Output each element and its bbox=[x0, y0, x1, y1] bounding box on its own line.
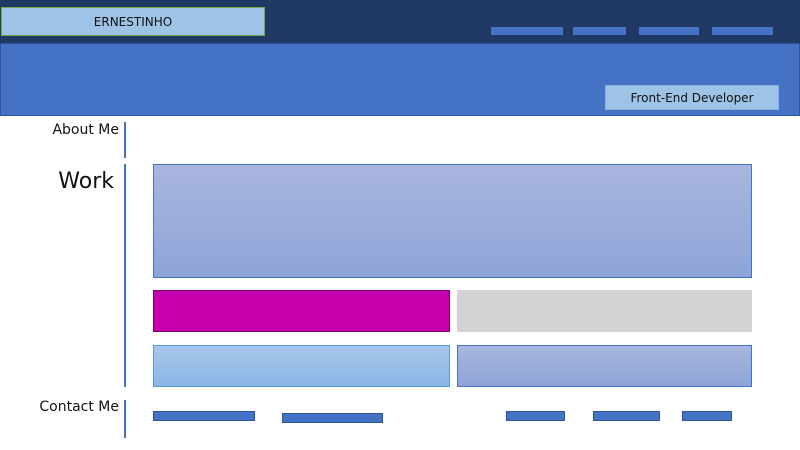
contact-link-5[interactable] bbox=[682, 411, 732, 421]
top-navbar: ERNESTINHO bbox=[0, 0, 800, 43]
role-badge: Front-End Developer bbox=[605, 85, 779, 110]
nav-link-3[interactable] bbox=[639, 27, 699, 35]
featured-work-tile[interactable] bbox=[153, 164, 752, 278]
logo[interactable]: ERNESTINHO bbox=[1, 7, 265, 36]
about-me-label: About Me bbox=[52, 122, 119, 138]
about-divider bbox=[124, 122, 126, 158]
role-text: Front-End Developer bbox=[630, 90, 754, 105]
hero-banner bbox=[0, 43, 800, 116]
contact-link-4[interactable] bbox=[593, 411, 660, 421]
nav-link-1[interactable] bbox=[491, 27, 563, 35]
contact-me-label: Contact Me bbox=[39, 399, 119, 415]
work-label: Work bbox=[58, 169, 114, 194]
nav-link-2[interactable] bbox=[573, 27, 626, 35]
work-divider bbox=[124, 164, 126, 387]
work-tile-magenta[interactable] bbox=[153, 290, 450, 332]
work-tile-periwinkle[interactable] bbox=[457, 345, 752, 387]
logo-text: ERNESTINHO bbox=[93, 14, 173, 29]
contact-link-3[interactable] bbox=[506, 411, 565, 421]
nav-link-4[interactable] bbox=[712, 27, 773, 35]
work-tile-lightblue[interactable] bbox=[153, 345, 450, 387]
contact-divider bbox=[124, 400, 126, 438]
work-tile-grey[interactable] bbox=[457, 290, 752, 332]
contact-link-1[interactable] bbox=[153, 411, 255, 421]
contact-link-2[interactable] bbox=[282, 413, 383, 423]
